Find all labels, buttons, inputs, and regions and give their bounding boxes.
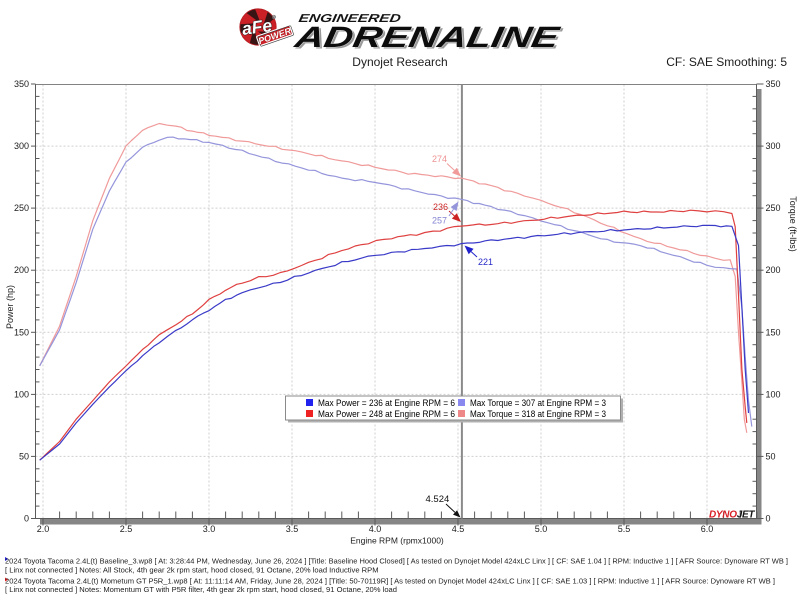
svg-text:[ Linx not connected ] Notes:: [ Linx not connected ] Notes: All Stock,… <box>5 566 379 575</box>
svg-text:221: 221 <box>478 257 493 267</box>
svg-text:Torque (ft-lbs): Torque (ft-lbs) <box>788 196 798 252</box>
svg-text:Max Torque = 307 at Engine RPM: Max Torque = 307 at Engine RPM = 3 <box>470 398 606 408</box>
svg-text:Max Power = 236 at Engine RPM: Max Power = 236 at Engine RPM = 6 <box>318 398 455 408</box>
svg-text:250: 250 <box>14 203 29 213</box>
svg-text:CF: SAE Smoothing: 5: CF: SAE Smoothing: 5 <box>666 55 787 69</box>
svg-text:Dynojet Research: Dynojet Research <box>352 55 447 69</box>
svg-text:150: 150 <box>766 327 781 337</box>
svg-text:Max Torque = 318 at Engine RPM: Max Torque = 318 at Engine RPM = 3 <box>470 409 606 419</box>
svg-text:2.0: 2.0 <box>37 524 50 534</box>
svg-text:Engine RPM (rpmx1000): Engine RPM (rpmx1000) <box>350 536 444 546</box>
svg-text:257: 257 <box>432 216 447 226</box>
svg-text:2024 Toyota Tacoma 2.4L(t) Bas: 2024 Toyota Tacoma 2.4L(t) Baseline_3.wp… <box>5 557 788 566</box>
svg-text:DYNOJET: DYNOJET <box>709 510 755 521</box>
svg-text:200: 200 <box>766 265 781 275</box>
svg-text:100: 100 <box>766 389 781 399</box>
svg-text:3.0: 3.0 <box>203 524 216 534</box>
svg-text:3.5: 3.5 <box>286 524 299 534</box>
svg-text:4.524: 4.524 <box>426 494 450 505</box>
svg-text:2024 Toyota Tacoma 2.4L(t) Mom: 2024 Toyota Tacoma 2.4L(t) Mometum GT P5… <box>5 577 775 586</box>
svg-text:150: 150 <box>14 327 29 337</box>
svg-text:ADRENALINE: ADRENALINE <box>293 23 565 56</box>
svg-text:2.5: 2.5 <box>120 524 133 534</box>
svg-text:250: 250 <box>766 203 781 213</box>
svg-text:350: 350 <box>14 79 29 89</box>
svg-text:0: 0 <box>766 514 771 524</box>
svg-text:Power (hp): Power (hp) <box>5 285 15 329</box>
svg-text:100: 100 <box>14 389 29 399</box>
svg-text:5.0: 5.0 <box>535 524 548 534</box>
svg-text:200: 200 <box>14 265 29 275</box>
svg-text:ADRENALINE: ADRENALINE <box>291 21 563 54</box>
svg-text:ENGINEERED: ENGINEERED <box>298 13 403 25</box>
svg-text:Max Power = 248 at Engine RPM: Max Power = 248 at Engine RPM = 6 <box>318 409 455 419</box>
svg-text:236: 236 <box>433 202 448 212</box>
svg-text:50: 50 <box>19 451 29 461</box>
svg-text:4.0: 4.0 <box>369 524 382 534</box>
svg-text:5.5: 5.5 <box>618 524 631 534</box>
svg-text:274: 274 <box>432 154 447 164</box>
svg-text:4.5: 4.5 <box>452 524 465 534</box>
svg-text:®: ® <box>272 14 276 21</box>
svg-text:6.0: 6.0 <box>701 524 714 534</box>
svg-text:300: 300 <box>14 141 29 151</box>
svg-text:50: 50 <box>766 451 776 461</box>
svg-text:300: 300 <box>766 141 781 151</box>
svg-text:350: 350 <box>766 79 781 89</box>
svg-text:[ Linx not connected ] Notes:: [ Linx not connected ] Notes: Momentum G… <box>5 585 397 594</box>
svg-text:0: 0 <box>24 514 29 524</box>
